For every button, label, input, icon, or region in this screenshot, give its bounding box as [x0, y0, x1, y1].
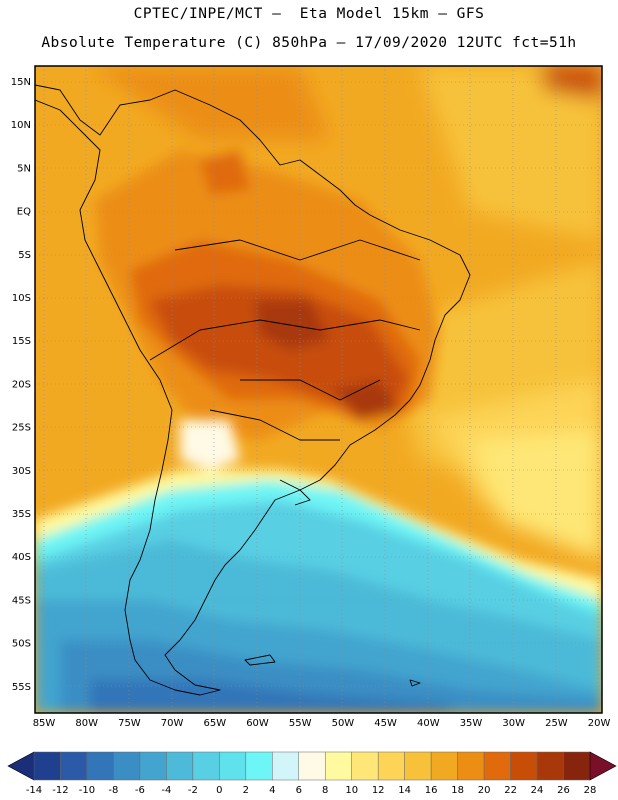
map-frame [34, 65, 603, 714]
colorbar-swatch [324, 751, 352, 781]
lon-label: 35W [460, 718, 483, 729]
colorbar-label: 10 [345, 785, 358, 796]
colorbar-min-arrow [7, 751, 35, 781]
lon-label: 50W [332, 718, 355, 729]
lon-label: 60W [246, 718, 269, 729]
colorbar-swatch [33, 751, 61, 781]
colorbar-label: 24 [531, 785, 544, 796]
colorbar-label: 16 [425, 785, 438, 796]
chart-title-line1: CPTEC/INPE/MCT – Eta Model 15km – GFS [133, 6, 485, 22]
colorbar-swatch [139, 751, 167, 781]
colorbar-label: 12 [372, 785, 385, 796]
colorbar-label: 6 [296, 785, 302, 796]
colorbar-swatch [457, 751, 485, 781]
lat-label: 25S [12, 423, 31, 434]
colorbar-swatch [404, 751, 432, 781]
lon-label: 45W [374, 718, 397, 729]
temperature-field [35, 66, 602, 713]
lon-label: 20W [588, 718, 611, 729]
colorbar-swatch [351, 751, 379, 781]
colorbar-label: 22 [504, 785, 517, 796]
colorbar-label: -14 [26, 785, 42, 796]
colorbar-label: -2 [188, 785, 198, 796]
colorbar-swatch [86, 751, 114, 781]
colorbar-swatch [563, 751, 591, 781]
lat-label: 50S [12, 639, 31, 650]
colorbar-label: 8 [322, 785, 328, 796]
colorbar-label: -12 [52, 785, 68, 796]
lat-label: 5S [18, 250, 31, 261]
colorbar-label: -6 [135, 785, 145, 796]
colorbar-swatch [272, 751, 300, 781]
colorbar-swatch [510, 751, 538, 781]
colorbar-swatch [483, 751, 511, 781]
lat-lon-grid [35, 66, 602, 713]
lon-label: 25W [545, 718, 568, 729]
lat-label: 45S [12, 595, 31, 606]
lat-label: 10N [11, 120, 31, 131]
lat-label: 15N [11, 77, 31, 88]
lat-label: 10S [12, 293, 31, 304]
colorbar-swatch [166, 751, 194, 781]
lon-label: 65W [203, 718, 226, 729]
colorbar-swatch [219, 751, 247, 781]
lat-label: EQ [17, 207, 31, 218]
colorbar-label: 28 [584, 785, 597, 796]
lon-label: 40W [417, 718, 440, 729]
colorbar-swatch [192, 751, 220, 781]
colorbar-swatch [113, 751, 141, 781]
colorbar-swatch [536, 751, 564, 781]
colorbar-swatch [298, 751, 326, 781]
colorbar-swatch [245, 751, 273, 781]
lon-label: 55W [289, 718, 312, 729]
colorbar-label: 14 [398, 785, 411, 796]
lat-label: 5N [17, 163, 31, 174]
colorbar-label: 26 [557, 785, 570, 796]
colorbar-max-arrow [589, 751, 617, 781]
lon-label: 85W [33, 718, 56, 729]
colorbar-label: 0 [216, 785, 222, 796]
lat-label: 40S [12, 552, 31, 563]
colorbar-label: 20 [478, 785, 491, 796]
lat-label: 55S [12, 682, 31, 693]
coastlines [35, 84, 471, 696]
colorbar-swatch [377, 751, 405, 781]
colorbar-label: -8 [108, 785, 118, 796]
lat-label: 35S [12, 509, 31, 520]
lon-label: 30W [502, 718, 525, 729]
colorbar-label: 2 [243, 785, 249, 796]
lat-label: 30S [12, 466, 31, 477]
colorbar-label: 4 [269, 785, 275, 796]
lat-label: 15S [12, 336, 31, 347]
lon-label: 75W [118, 718, 141, 729]
lon-label: 70W [161, 718, 184, 729]
colorbar-label: -10 [79, 785, 95, 796]
colorbar-swatch [60, 751, 88, 781]
lon-label: 80W [75, 718, 98, 729]
chart-title-line2: Absolute Temperature (C) 850hPa – 17/09/… [41, 35, 577, 51]
lat-label: 20S [12, 379, 31, 390]
colorbar-label: 18 [451, 785, 464, 796]
colorbar-swatch [430, 751, 458, 781]
colorbar-label: -4 [161, 785, 171, 796]
